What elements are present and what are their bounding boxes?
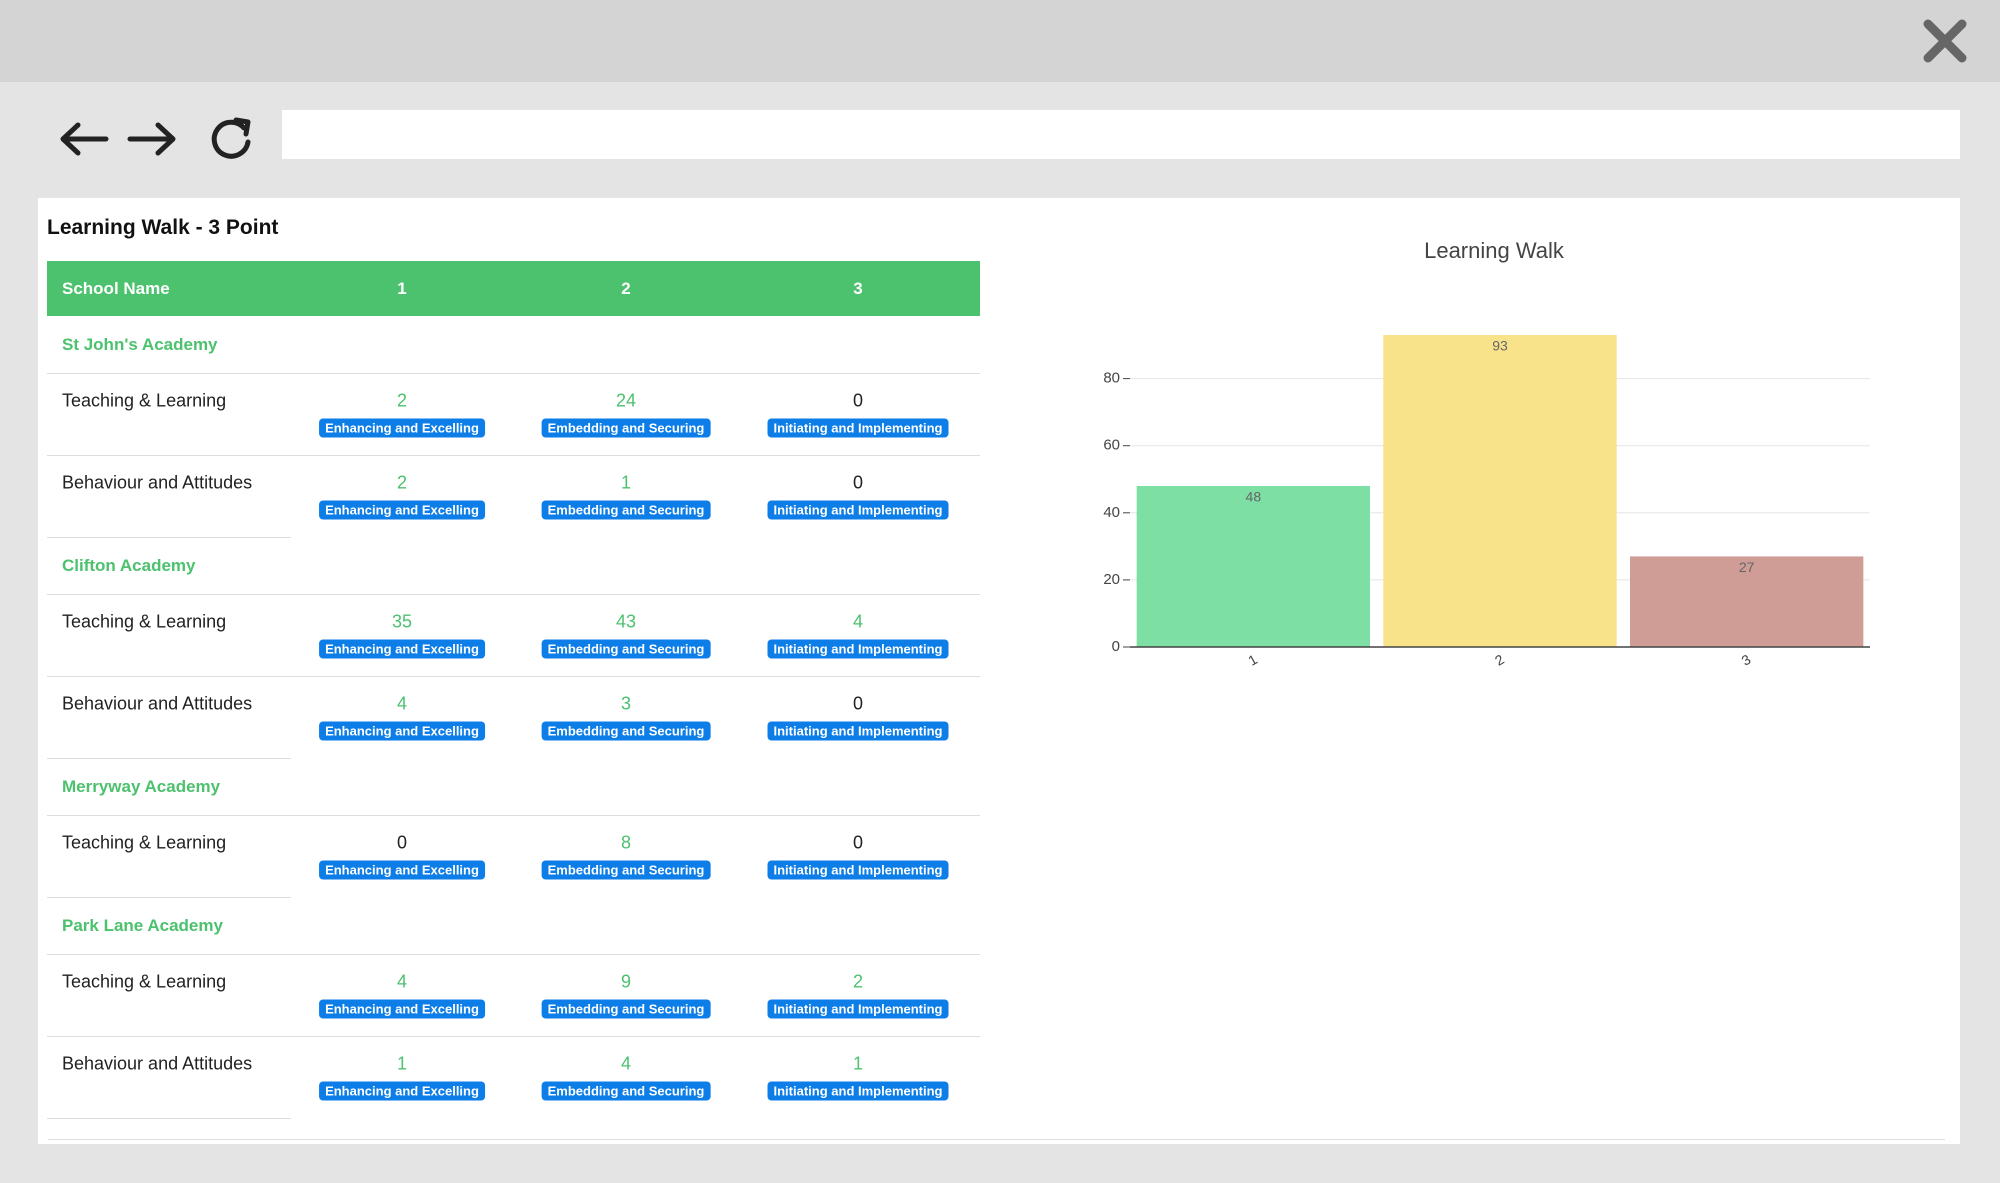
title-bar (0, 0, 2000, 82)
value-label: 27 (1739, 559, 1755, 575)
badge: Embedding and Securing (541, 721, 711, 741)
cell-value: 4 (620, 1053, 632, 1074)
cell-value: 43 (615, 611, 637, 632)
cell-value: 8 (620, 832, 632, 853)
cell-value: 2 (852, 971, 864, 992)
cell-value: 2 (396, 472, 408, 493)
row-label: Teaching & Learning (62, 611, 227, 632)
row-border (47, 594, 980, 595)
row-border (47, 954, 980, 955)
row-border (47, 676, 980, 677)
badge: Embedding and Securing (541, 500, 711, 520)
value-label: 48 (1246, 489, 1262, 505)
cell-value: 4 (852, 611, 864, 632)
row-label: Teaching & Learning (62, 390, 227, 411)
row-border (47, 455, 980, 456)
badge: Initiating and Implementing (767, 639, 949, 659)
bar (1629, 556, 1864, 647)
header-cell: 1 (397, 279, 407, 298)
cell-value: 4 (396, 693, 408, 714)
row-label: Behaviour and Attitudes (62, 472, 253, 493)
header-cell: School Name (62, 279, 170, 298)
school-name: Clifton Academy (62, 556, 196, 575)
cell-value: 4 (396, 971, 408, 992)
cell-value: 1 (396, 1053, 408, 1074)
bottom-rule (48, 1139, 1945, 1140)
cell-value: 0 (852, 390, 864, 411)
chart-title: Learning Walk (1424, 238, 1565, 263)
row-border (47, 537, 291, 538)
x-tick-label: 3 (1739, 651, 1754, 669)
address-bar[interactable] (282, 110, 1960, 159)
row-label: Behaviour and Attitudes (62, 1053, 253, 1074)
back-button[interactable] (56, 118, 112, 160)
cell-value: 0 (396, 832, 408, 853)
forward-button[interactable] (124, 118, 180, 160)
badge: Embedding and Securing (541, 418, 711, 438)
content-panel (38, 198, 1960, 1144)
bar (1383, 335, 1617, 647)
close-button[interactable] (1922, 18, 1968, 64)
cell-value: 1 (620, 472, 632, 493)
row-border (47, 815, 980, 816)
school-name: Park Lane Academy (62, 916, 223, 935)
header-cell: 2 (621, 279, 631, 298)
table-header (47, 261, 980, 316)
badge: Enhancing and Excelling (319, 418, 485, 438)
badge: Initiating and Implementing (767, 418, 949, 438)
y-tick-label: 0 (1112, 638, 1120, 655)
row-label: Teaching & Learning (62, 832, 227, 853)
school-name: Merryway Academy (62, 777, 221, 796)
panel-title: Learning Walk - 3 Point (47, 216, 279, 239)
badge: Enhancing and Excelling (319, 500, 485, 520)
badge: Enhancing and Excelling (319, 1081, 485, 1101)
row-border (47, 897, 291, 898)
cell-value: 1 (852, 1053, 864, 1074)
badge: Enhancing and Excelling (319, 721, 485, 741)
cell-value: 9 (620, 971, 632, 992)
row-border (47, 373, 980, 374)
badge: Enhancing and Excelling (319, 639, 485, 659)
badge: Embedding and Securing (541, 639, 711, 659)
badge: Embedding and Securing (541, 1081, 711, 1101)
y-tick-label: 80 (1103, 370, 1120, 387)
bar (1136, 485, 1371, 647)
y-tick-label: 20 (1103, 571, 1120, 588)
row-label: Behaviour and Attitudes (62, 693, 253, 714)
row-border (47, 1036, 980, 1037)
y-tick-label: 60 (1103, 437, 1120, 454)
y-tick-label: 40 (1103, 504, 1120, 521)
value-label: 93 (1492, 338, 1508, 354)
row-border (47, 1118, 291, 1119)
header-cell: 3 (853, 279, 863, 298)
row-border (47, 758, 291, 759)
reload-button[interactable] (208, 116, 256, 164)
row-label: Teaching & Learning (62, 971, 227, 992)
cell-value: 0 (852, 832, 864, 853)
badge: Initiating and Implementing (767, 999, 949, 1019)
badge: Initiating and Implementing (767, 1081, 949, 1101)
cell-value: 0 (852, 472, 864, 493)
cell-value: 0 (852, 693, 864, 714)
badge: Enhancing and Excelling (319, 999, 485, 1019)
badge: Initiating and Implementing (767, 500, 949, 520)
cell-value: 35 (391, 611, 413, 632)
cell-value: 2 (396, 390, 408, 411)
school-name: St John's Academy (62, 335, 218, 354)
badge: Enhancing and Excelling (319, 860, 485, 880)
badge: Initiating and Implementing (767, 860, 949, 880)
cell-value: 24 (615, 390, 637, 411)
badge: Initiating and Implementing (767, 721, 949, 741)
x-tick-label: 1 (1245, 651, 1260, 669)
x-tick-label: 2 (1492, 651, 1507, 669)
badge: Embedding and Securing (541, 999, 711, 1019)
cell-value: 3 (620, 693, 632, 714)
badge: Embedding and Securing (541, 860, 711, 880)
